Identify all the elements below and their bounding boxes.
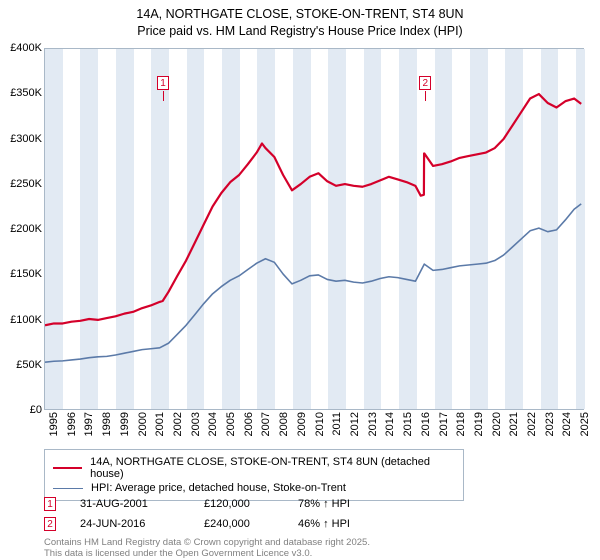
chart-marker-flag: 1: [157, 76, 169, 90]
x-tick-label: 1998: [101, 412, 113, 442]
transaction-marker-icon: 2: [44, 517, 56, 531]
x-tick-label: 2025: [579, 412, 591, 442]
y-tick-label: £350K: [0, 87, 42, 99]
y-tick-label: £100K: [0, 314, 42, 326]
x-tick-label: 1995: [48, 412, 60, 442]
title-line-2: Price paid vs. HM Land Registry's House …: [0, 23, 600, 40]
legend-swatch: [53, 467, 82, 469]
y-tick-label: £0: [0, 404, 42, 416]
y-tick-label: £300K: [0, 133, 42, 145]
x-tick-label: 2022: [526, 412, 538, 442]
chart-lines: [45, 49, 583, 409]
y-tick-label: £400K: [0, 42, 42, 54]
chart-title: 14A, NORTHGATE CLOSE, STOKE-ON-TRENT, ST…: [0, 0, 600, 40]
transaction-pct: 78% ↑ HPI: [298, 498, 378, 510]
transaction-date: 24-JUN-2016: [80, 518, 180, 530]
x-tick-label: 2011: [331, 412, 343, 442]
x-tick-label: 2010: [314, 412, 326, 442]
x-tick-label: 2014: [384, 412, 396, 442]
x-tick-label: 2019: [473, 412, 485, 442]
legend-item-hpi: HPI: Average price, detached house, Stok…: [53, 481, 455, 495]
y-tick-label: £200K: [0, 223, 42, 235]
attribution: Contains HM Land Registry data © Crown c…: [44, 538, 370, 560]
x-tick-label: 2001: [154, 412, 166, 442]
legend-label: HPI: Average price, detached house, Stok…: [91, 482, 346, 494]
x-tick-label: 2008: [278, 412, 290, 442]
transaction-pct: 46% ↑ HPI: [298, 518, 378, 530]
transaction-price: £120,000: [204, 498, 274, 510]
x-tick-label: 2003: [190, 412, 202, 442]
transaction-row: 1 31-AUG-2001 £120,000 78% ↑ HPI: [44, 494, 378, 514]
x-tick-label: 2024: [561, 412, 573, 442]
legend-label: 14A, NORTHGATE CLOSE, STOKE-ON-TRENT, ST…: [90, 456, 455, 480]
x-tick-label: 2016: [420, 412, 432, 442]
title-line-1: 14A, NORTHGATE CLOSE, STOKE-ON-TRENT, ST…: [0, 6, 600, 23]
x-tick-label: 2020: [491, 412, 503, 442]
transaction-price: £240,000: [204, 518, 274, 530]
transaction-row: 2 24-JUN-2016 £240,000 46% ↑ HPI: [44, 514, 378, 534]
x-tick-label: 2004: [207, 412, 219, 442]
legend-item-price-paid: 14A, NORTHGATE CLOSE, STOKE-ON-TRENT, ST…: [53, 455, 455, 481]
x-tick-label: 2009: [296, 412, 308, 442]
x-tick-label: 2002: [172, 412, 184, 442]
chart-marker-flag: 2: [419, 76, 431, 90]
x-tick-label: 2006: [243, 412, 255, 442]
transaction-table: 1 31-AUG-2001 £120,000 78% ↑ HPI 2 24-JU…: [44, 494, 378, 534]
x-tick-label: 2015: [402, 412, 414, 442]
chart-container: 14A, NORTHGATE CLOSE, STOKE-ON-TRENT, ST…: [0, 0, 600, 560]
legend-swatch: [53, 488, 83, 489]
attribution-line-2: This data is licensed under the Open Gov…: [44, 549, 370, 560]
y-tick-label: £250K: [0, 178, 42, 190]
x-tick-label: 2013: [367, 412, 379, 442]
x-tick-label: 2021: [508, 412, 520, 442]
x-tick-label: 2007: [260, 412, 272, 442]
x-tick-label: 2005: [225, 412, 237, 442]
y-tick-label: £150K: [0, 268, 42, 280]
x-tick-label: 2012: [349, 412, 361, 442]
x-tick-label: 2017: [438, 412, 450, 442]
x-tick-label: 2000: [137, 412, 149, 442]
x-tick-label: 1996: [66, 412, 78, 442]
x-tick-label: 2018: [455, 412, 467, 442]
plot-area: 12: [44, 48, 584, 410]
transaction-marker-icon: 1: [44, 497, 56, 511]
x-tick-label: 1997: [83, 412, 95, 442]
x-tick-label: 2023: [544, 412, 556, 442]
y-tick-label: £50K: [0, 359, 42, 371]
transaction-date: 31-AUG-2001: [80, 498, 180, 510]
x-tick-label: 1999: [119, 412, 131, 442]
